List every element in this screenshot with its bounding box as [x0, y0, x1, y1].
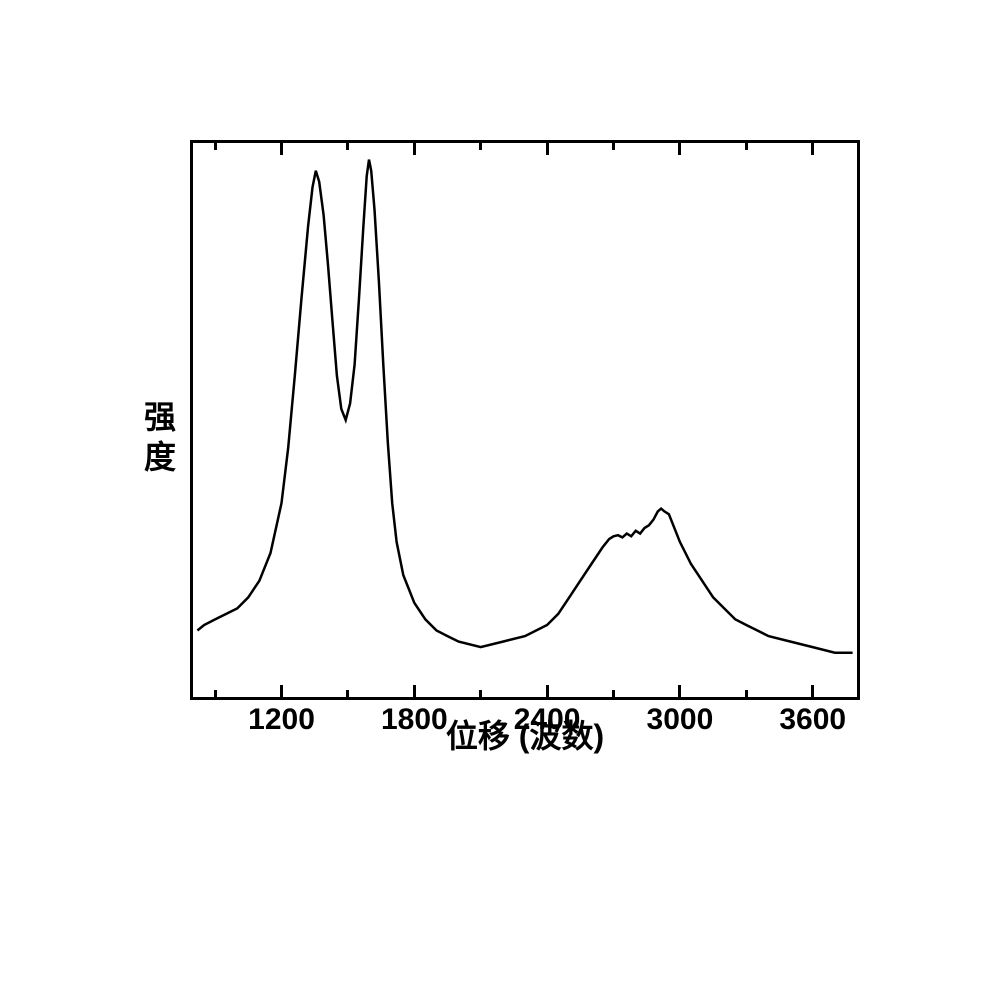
- plot-area: 12001800240030003600 位移 (波数): [190, 140, 860, 700]
- x-tick-label: 1800: [381, 703, 448, 737]
- x-tick-label: 3000: [647, 703, 714, 737]
- spectrum-curve: [193, 143, 857, 697]
- x-axis-label: 位移 (波数): [446, 711, 604, 757]
- x-tick-label: 3600: [779, 703, 846, 737]
- y-axis-label: 强度: [135, 400, 181, 480]
- x-tick-label: 1200: [248, 703, 315, 737]
- raman-spectrum-chart: 强度 12001800240030003600 位移 (波数): [130, 130, 870, 750]
